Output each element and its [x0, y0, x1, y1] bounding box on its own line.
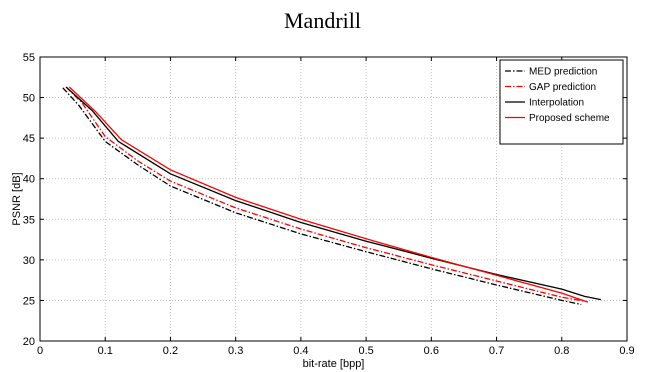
- series-line-1: [65, 86, 585, 302]
- x-tick-label: 0.7: [489, 345, 504, 357]
- x-tick-label: 0.5: [358, 345, 373, 357]
- legend-label: MED prediction: [529, 67, 597, 78]
- x-tick-label: 0.6: [424, 345, 439, 357]
- series-line-0: [62, 87, 582, 306]
- chart-title: Mandrill: [284, 8, 361, 33]
- y-tick-label: 35: [23, 214, 35, 226]
- y-tick-label: 25: [23, 295, 35, 307]
- legend-label: Interpolation: [529, 98, 584, 109]
- plot-frame: [39, 56, 628, 342]
- x-tick-label: 0.1: [98, 345, 113, 357]
- x-tick-label: 0.8: [554, 345, 569, 357]
- legend-label: GAP prediction: [529, 82, 596, 93]
- series-lines: [62, 86, 602, 306]
- x-tick-label: 0.3: [228, 345, 243, 357]
- y-tick-label: 45: [23, 133, 35, 145]
- y-axis-label: PSNR [dB]: [11, 172, 23, 225]
- x-tick-label: 0.4: [293, 345, 308, 357]
- y-tick-label: 20: [23, 336, 35, 348]
- y-tick-label: 30: [23, 255, 35, 267]
- y-tick-label: 50: [23, 93, 35, 105]
- y-tick-label: 55: [23, 52, 35, 64]
- grid: [40, 57, 627, 341]
- x-tick-label: 0: [37, 345, 43, 357]
- x-tick-label: 0.2: [163, 345, 178, 357]
- y-tick-label: 40: [23, 174, 35, 186]
- x-axis-label: bit-rate [bpp]: [303, 358, 365, 370]
- series-line-2: [65, 86, 602, 301]
- legend: MED prediction GAP prediction Interpolatio…: [499, 59, 624, 145]
- legend-label: Proposed scheme: [529, 113, 610, 124]
- axis-ticks: 0 0.1 0.2 0.3 0.4 0.5 0.6 0.7 0.8 0.9 20 25 30 35 40 45…: [23, 52, 635, 357]
- x-tick-label: 0.9: [619, 345, 634, 357]
- series-line-3: [68, 86, 589, 303]
